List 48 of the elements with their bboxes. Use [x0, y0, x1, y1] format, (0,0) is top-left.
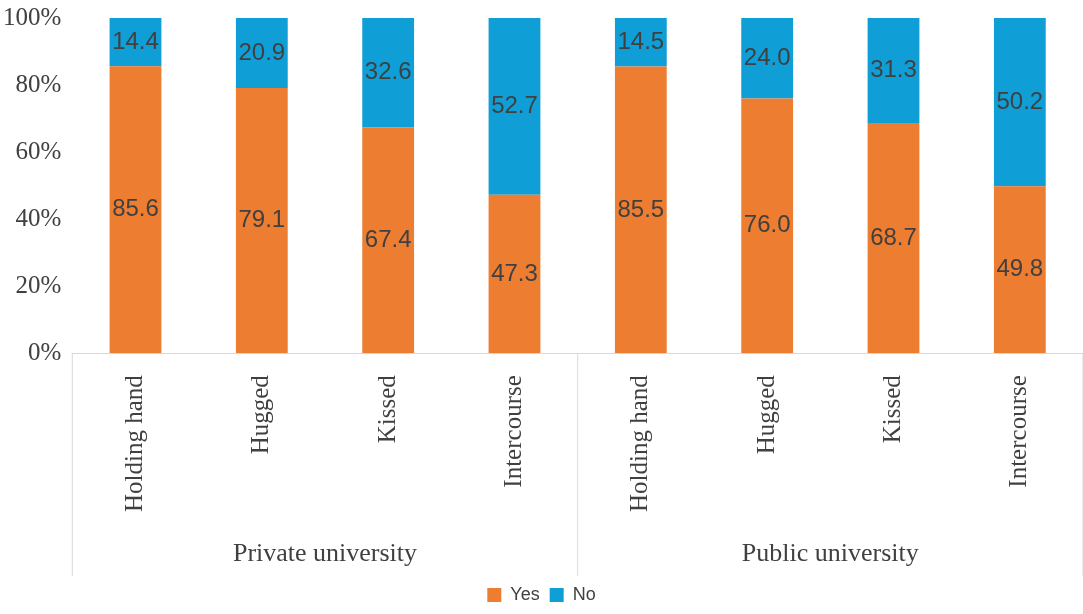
x-tick-label: Hugged [751, 374, 779, 455]
bar [362, 127, 415, 354]
bar [488, 18, 541, 195]
data-label: 76.0 [743, 210, 791, 238]
data-label: 20.9 [238, 37, 286, 65]
bar [867, 18, 920, 123]
data-label: 68.7 [870, 222, 917, 250]
y-tick-label: 100% [3, 2, 62, 30]
data-label: 50.2 [996, 86, 1044, 114]
text: Private university [232, 537, 418, 567]
data-label: 85.5 [617, 194, 665, 222]
data-label: 32.6 [364, 57, 412, 85]
data-label: 49.8 [996, 254, 1044, 282]
x-tick-label: Holding hand [625, 374, 653, 512]
data-label: 85.6 [112, 194, 159, 222]
y-tick-label: 20% [15, 270, 62, 298]
bar [235, 18, 288, 89]
data-label: 67.4 [364, 224, 412, 252]
bar [614, 66, 667, 354]
bar [741, 18, 794, 99]
data-label: 14.4 [112, 26, 159, 54]
bar [362, 18, 415, 128]
data-label: 24.0 [743, 42, 791, 70]
data-label: 47.3 [491, 258, 538, 286]
data-label: 52.7 [491, 90, 538, 118]
bar [993, 186, 1046, 354]
bar [109, 66, 162, 354]
bar [993, 18, 1046, 187]
y-tick-label: 80% [15, 69, 62, 97]
text: Public university [741, 537, 919, 567]
legend-label: Yes [510, 583, 540, 604]
x-tick-label: Intercourse [499, 375, 527, 488]
data-label: 79.1 [238, 205, 286, 233]
bar [867, 122, 920, 354]
y-tick-label: 60% [15, 136, 62, 164]
x-tick-label: Intercourse [1004, 375, 1032, 488]
legend-label: No [572, 583, 596, 604]
y-tick-label: 40% [15, 203, 62, 231]
bar [235, 88, 288, 354]
bar [741, 98, 794, 354]
data-label: 31.3 [870, 55, 917, 83]
x-tick-label: Kissed [372, 374, 400, 444]
x-tick-label: Kissed [878, 374, 906, 444]
x-tick-label: Holding hand [120, 374, 148, 512]
x-tick-label: Hugged [246, 374, 274, 455]
bar [488, 194, 541, 354]
y-tick-label: 0% [28, 337, 62, 365]
data-label: 14.5 [617, 26, 665, 54]
